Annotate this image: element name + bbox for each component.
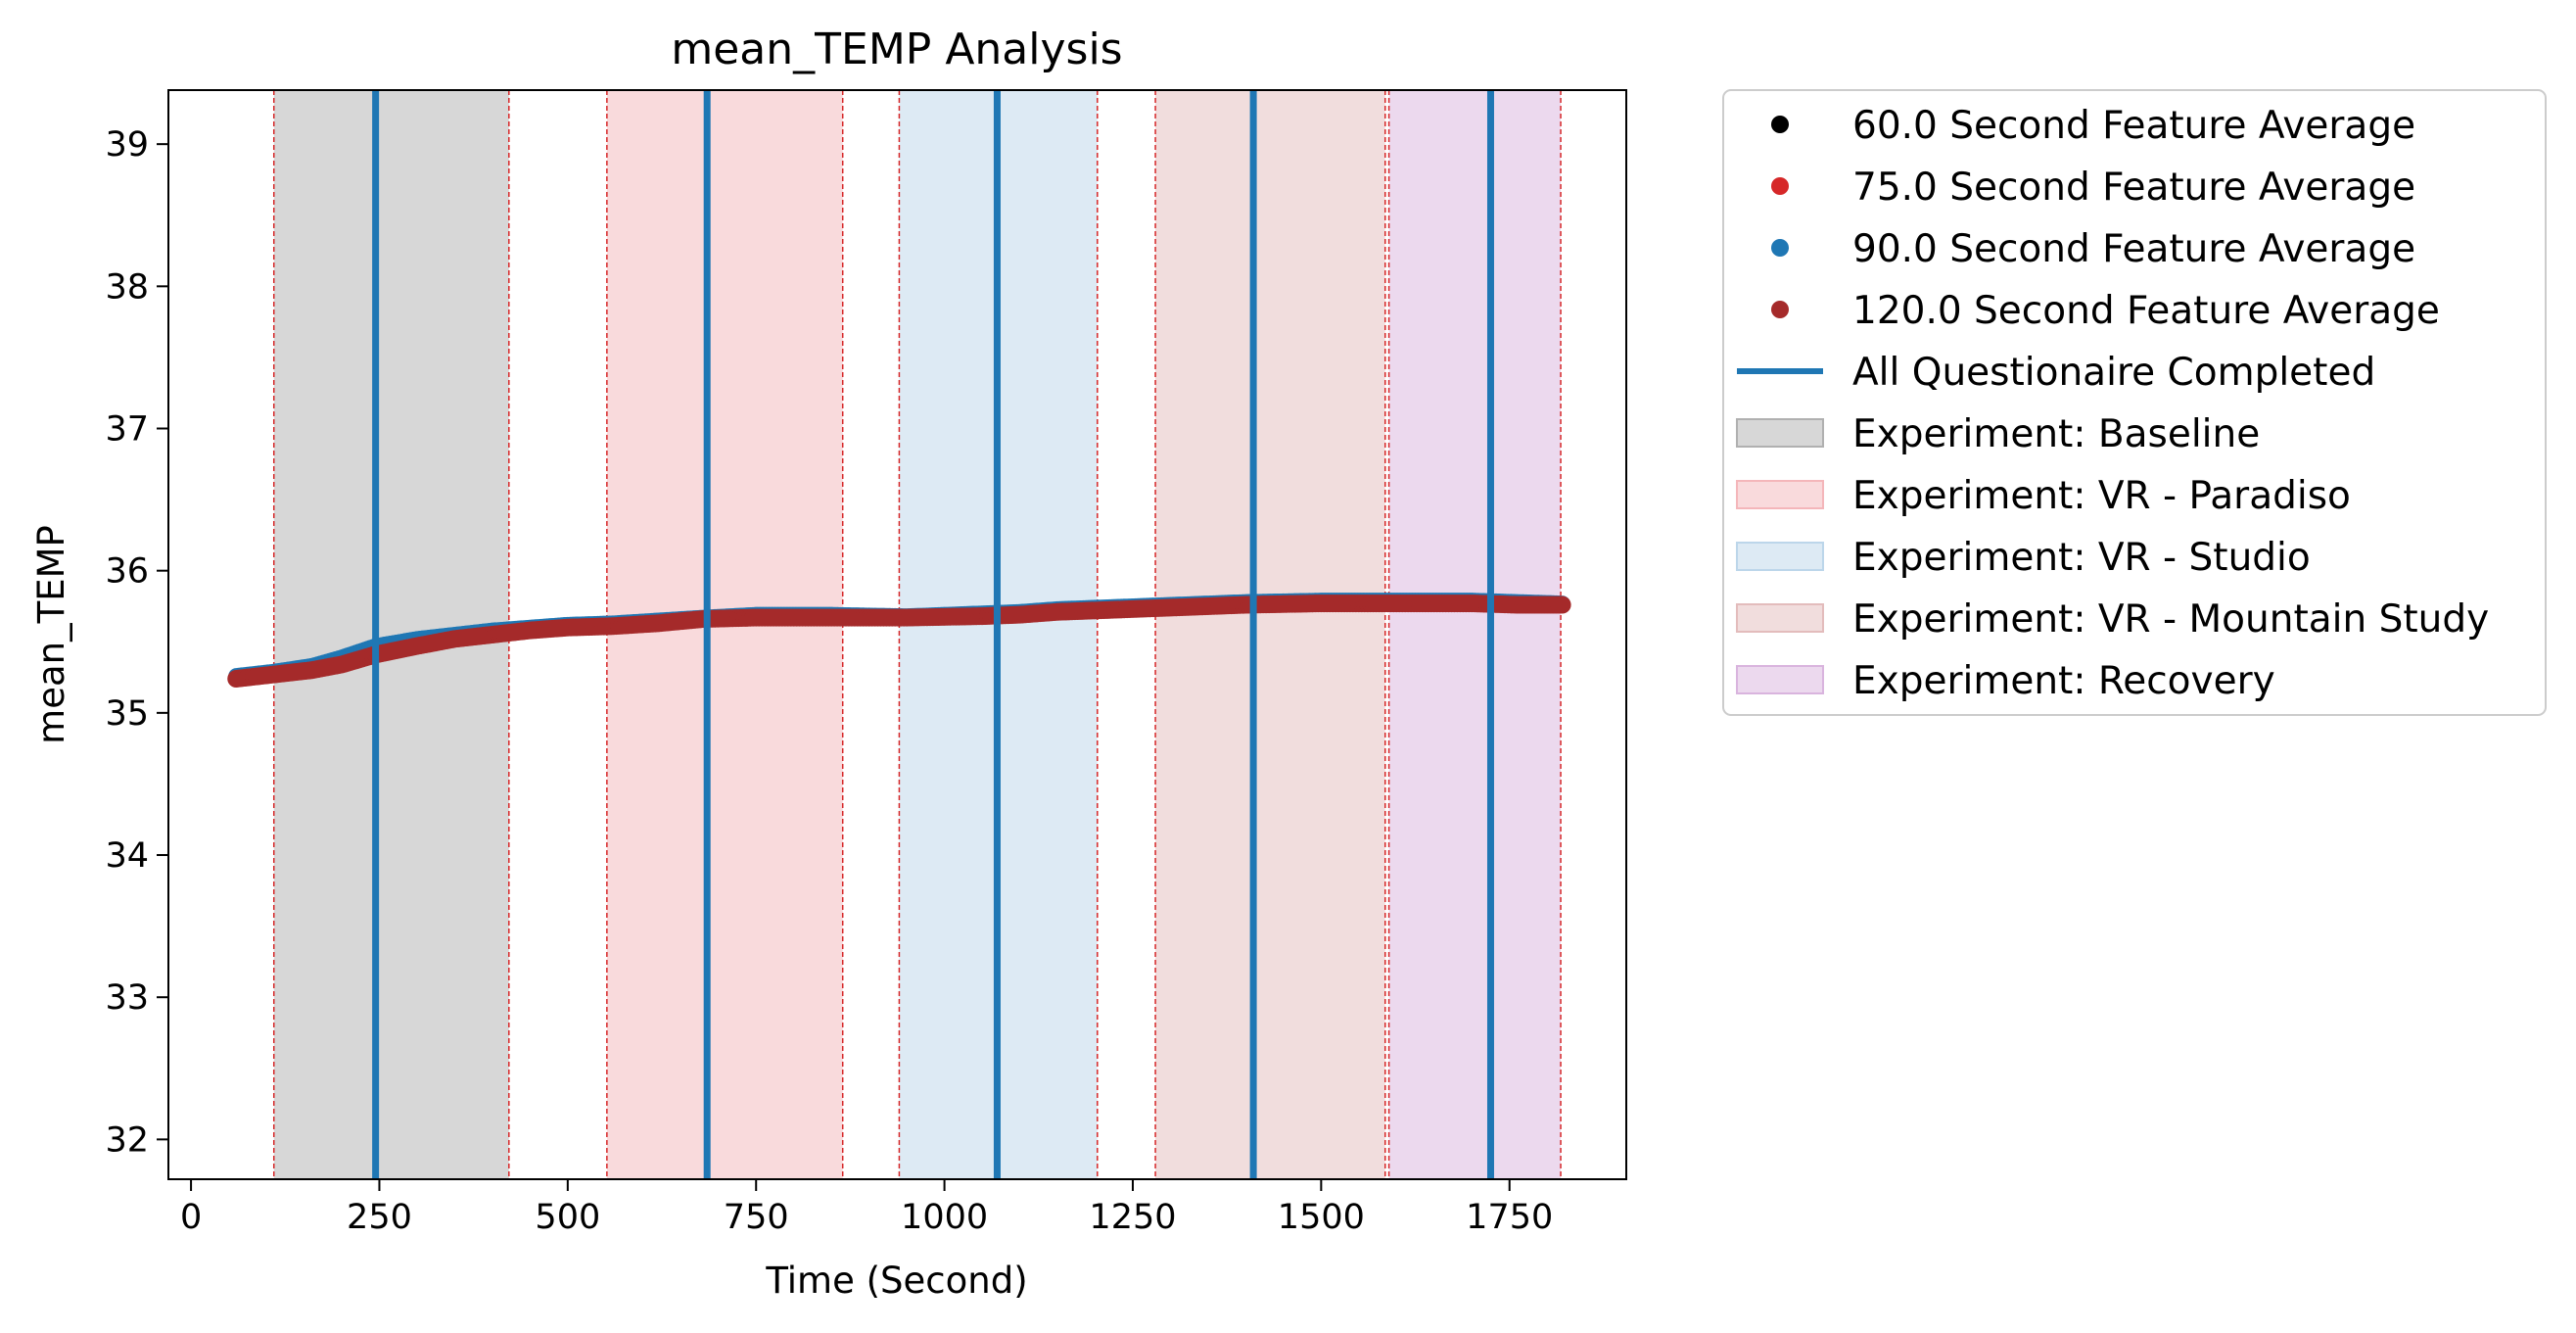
legend-label: Experiment: Recovery [1852, 659, 2275, 703]
y-tick: 33 [105, 978, 168, 1018]
x-tick-label: 1000 [901, 1198, 988, 1237]
y-tick: 34 [105, 836, 168, 876]
legend-item-all-questionaire-completed: All Questionaire Completed [1737, 351, 2375, 395]
x-tick-label: 1500 [1278, 1198, 1365, 1237]
legend-item-90-0-second-feature-average: 90.0 Second Feature Average [1771, 227, 2415, 271]
x-tick: 1750 [1466, 1179, 1553, 1237]
legend-item-experiment-vr-mountain-study: Experiment: VR - Mountain Study [1736, 597, 2489, 642]
legend-items: 60.0 Second Feature Average 75.0 Second F… [1736, 104, 2489, 703]
y-tick: 32 [105, 1120, 168, 1160]
legend-item-120-0-second-feature-average: 120.0 Second Feature Average [1771, 289, 2440, 333]
y-tick-label: 37 [105, 410, 149, 450]
x-axis-label: Time (Second) [765, 1260, 1027, 1302]
y-tick-label: 32 [105, 1120, 149, 1160]
legend-item-60-0-second-feature-average: 60.0 Second Feature Average [1771, 104, 2415, 148]
x-tick: 750 [724, 1179, 789, 1237]
y-tick-label: 38 [105, 267, 149, 307]
legend-item-experiment-recovery: Experiment: Recovery [1736, 659, 2275, 703]
legend-label: Experiment: VR - Mountain Study [1852, 597, 2489, 642]
legend-patch [1736, 603, 1824, 633]
x-tick: 0 [180, 1179, 202, 1237]
y-tick: 38 [105, 267, 168, 307]
x-tick-label: 1250 [1089, 1198, 1176, 1237]
span-fill [1388, 90, 1562, 1179]
span-fill [606, 90, 843, 1179]
legend-label: 60.0 Second Feature Average [1852, 104, 2415, 148]
x-tick-label: 1750 [1466, 1198, 1553, 1237]
chart-title: mean_TEMP Analysis [671, 24, 1122, 74]
x-tick-label: 250 [347, 1198, 412, 1237]
legend-patch [1736, 480, 1824, 509]
y-tick: 39 [105, 125, 168, 165]
legend-marker [1771, 301, 1789, 318]
y-tick-label: 33 [105, 978, 149, 1018]
legend-item-experiment-vr-paradiso: Experiment: VR - Paradiso [1736, 474, 2351, 518]
legend-patch [1736, 665, 1824, 694]
legend-label: All Questionaire Completed [1852, 351, 2375, 395]
legend-label: Experiment: VR - Paradiso [1852, 474, 2351, 518]
x-tick: 1250 [1089, 1179, 1177, 1237]
y-tick: 37 [105, 410, 168, 450]
y-tick-label: 39 [105, 125, 149, 165]
y-tick-label: 36 [105, 552, 149, 592]
x-tick: 1500 [1278, 1179, 1365, 1237]
legend-label: 75.0 Second Feature Average [1852, 166, 2415, 210]
span-experiment-recovery [1387, 90, 1562, 1179]
x-tick-label: 0 [180, 1198, 202, 1237]
plot-frame [167, 89, 1627, 1180]
x-tick-label: 750 [724, 1198, 789, 1237]
legend-marker [1771, 116, 1789, 133]
legend-label: 120.0 Second Feature Average [1852, 289, 2440, 333]
data-point [1553, 595, 1571, 614]
y-tick: 35 [105, 694, 168, 734]
span-experiment-vr-mountain-study [1154, 90, 1386, 1179]
y-tick: 36 [105, 552, 168, 592]
y-axis-label: mean_TEMP [30, 525, 72, 744]
legend-marker [1771, 239, 1789, 257]
questionnaire-lines [372, 90, 1494, 1179]
legend-frame [1722, 89, 2547, 716]
x-tick: 500 [535, 1179, 600, 1237]
legend: 60.0 Second Feature Average 75.0 Second F… [1722, 89, 2547, 716]
legend-item-experiment-vr-studio: Experiment: VR - Studio [1736, 536, 2311, 580]
series-120-0-second-feature-average [227, 595, 1571, 689]
legend-item-75-0-second-feature-average: 75.0 Second Feature Average [1771, 166, 2415, 210]
x-tick: 250 [347, 1179, 412, 1237]
legend-marker [1771, 177, 1789, 195]
x-tick-label: 500 [535, 1198, 600, 1237]
legend-label: 90.0 Second Feature Average [1852, 227, 2415, 271]
y-axis-ticks: 32 33 34 35 36 37 38 39 [105, 125, 168, 1160]
span-fill [1155, 90, 1385, 1179]
y-tick-label: 35 [105, 694, 149, 734]
legend-patch [1736, 542, 1824, 571]
span-experiment-vr-paradiso [606, 90, 844, 1179]
x-axis-ticks: 0 250 500 750 1000 1250 1500 1750 [180, 1179, 1553, 1237]
legend-label: Experiment: Baseline [1852, 412, 2260, 456]
y-tick-label: 34 [105, 836, 149, 876]
legend-item-experiment-baseline: Experiment: Baseline [1736, 412, 2260, 456]
x-tick: 1000 [901, 1179, 988, 1237]
legend-label: Experiment: VR - Studio [1852, 536, 2311, 580]
legend-patch [1736, 418, 1824, 448]
